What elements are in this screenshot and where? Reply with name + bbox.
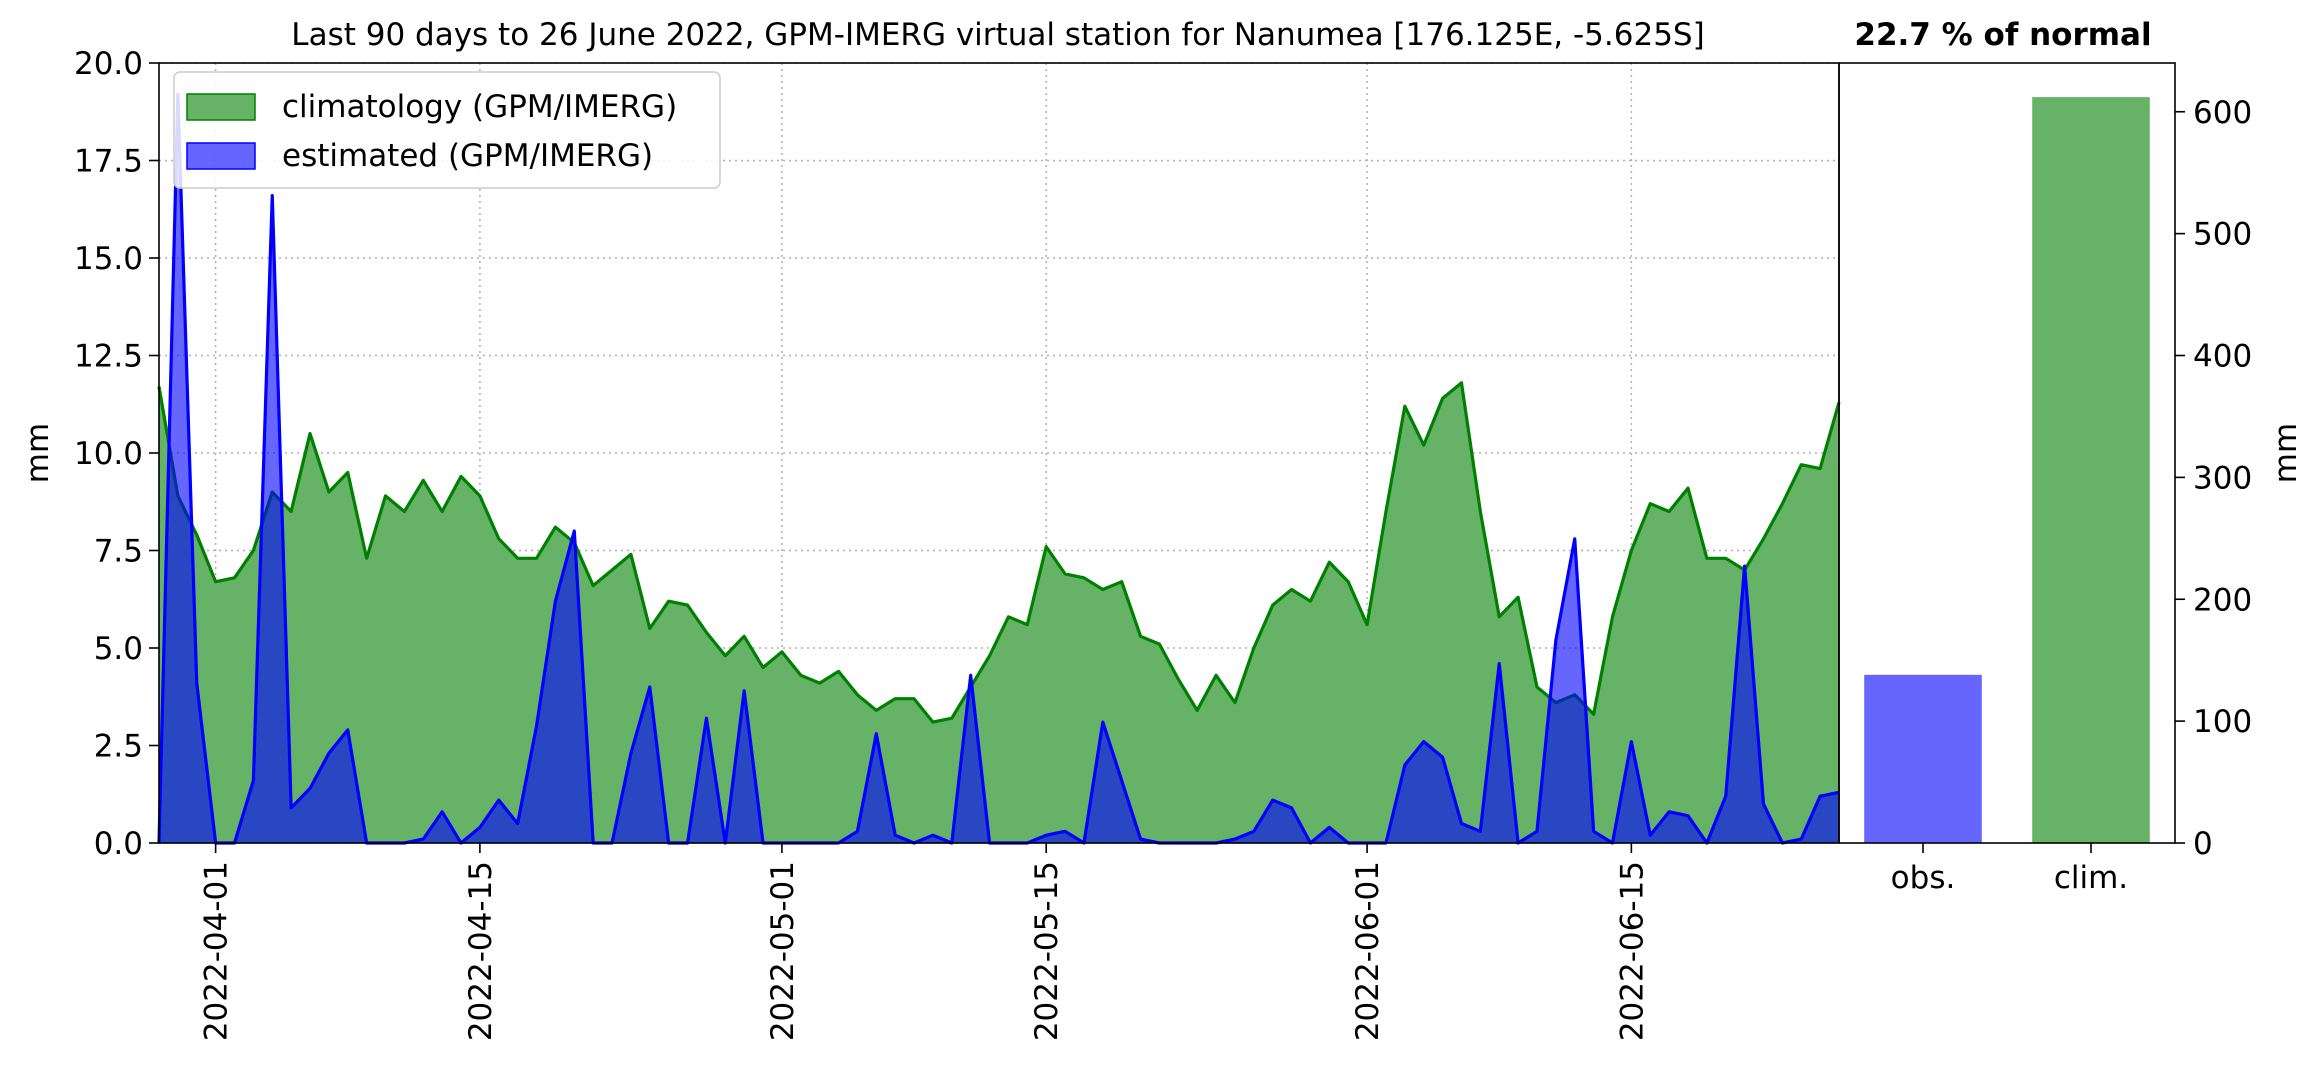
main-y-tick-label: 2.5 xyxy=(94,729,143,765)
main-x-tick-label: 2022-05-01 xyxy=(765,861,801,1041)
totals-y-tick-label: 200 xyxy=(2193,582,2252,618)
totals-y-tick-label: 100 xyxy=(2193,704,2252,740)
legend-label-estimated: estimated (GPM/IMERG) xyxy=(282,138,653,174)
totals-x-tick-label: clim. xyxy=(2054,860,2128,896)
totals-x-tick-label: obs. xyxy=(1891,860,1956,896)
totals-y-tick-label: 300 xyxy=(2193,460,2252,496)
totals-y-tick-label: 400 xyxy=(2193,339,2252,375)
main-x-tick-label: 2022-06-15 xyxy=(1614,861,1650,1041)
totals-y-tick-label: 500 xyxy=(2193,217,2252,253)
totals-bar-clim xyxy=(2032,97,2150,843)
main-y-tick-label: 7.5 xyxy=(94,534,143,570)
totals-bars xyxy=(1864,97,2150,843)
main-x-tick-label: 2022-06-01 xyxy=(1350,861,1386,1041)
main-y-tick-label: 5.0 xyxy=(94,631,143,667)
main-y-axis-label: mm xyxy=(20,423,56,483)
legend-label-climatology: climatology (GPM/IMERG) xyxy=(282,89,677,125)
totals-y-tick-label: 600 xyxy=(2193,95,2252,131)
totals-panel: 0 100 200 300 400 500 600 obs. clim. mm xyxy=(1838,62,2304,896)
main-x-tick-label: 2022-05-15 xyxy=(1029,861,1065,1041)
main-x-axis: 2022-04-01 2022-04-15 2022-05-01 2022-05-15… xyxy=(199,843,1650,1041)
main-y-tick-label: 10.0 xyxy=(74,436,143,472)
totals-x-axis: obs. clim. xyxy=(1891,843,2128,896)
main-y-tick-label: 20.0 xyxy=(74,46,143,82)
main-y-axis: 0.0 2.5 5.0 7.5 10.0 12.5 15.0 17.5 20.0 xyxy=(74,46,159,862)
main-title: Last 90 days to 26 June 2022, GPM-IMERG … xyxy=(291,17,1704,53)
main-y-tick-label: 17.5 xyxy=(74,144,143,180)
totals-plot-frame xyxy=(1838,62,2176,844)
main-panel: 0.0 2.5 5.0 7.5 10.0 12.5 15.0 17.5 20.0 2022-04… xyxy=(20,46,1841,1041)
totals-y-axis: 0 100 200 300 400 500 600 xyxy=(2175,95,2252,862)
percent-of-normal-title: 22.7 % of normal xyxy=(1854,17,2151,53)
totals-y-tick-label: 0 xyxy=(2193,826,2213,862)
main-y-tick-label: 15.0 xyxy=(74,241,143,277)
legend-box xyxy=(173,71,721,189)
totals-bar-obs xyxy=(1864,674,1982,843)
legend: climatology (GPM/IMERG) estimated (GPM/I… xyxy=(173,71,721,189)
main-x-tick-label: 2022-04-01 xyxy=(199,861,235,1041)
main-y-tick-label: 0.0 xyxy=(94,826,143,862)
estimated-fill xyxy=(159,94,1839,843)
totals-y-axis-label: mm xyxy=(2268,423,2304,483)
main-y-tick-label: 12.5 xyxy=(74,339,143,375)
main-x-tick-label: 2022-04-15 xyxy=(463,861,499,1041)
legend-swatch-climatology xyxy=(186,93,256,121)
legend-swatch-estimated xyxy=(186,142,256,170)
